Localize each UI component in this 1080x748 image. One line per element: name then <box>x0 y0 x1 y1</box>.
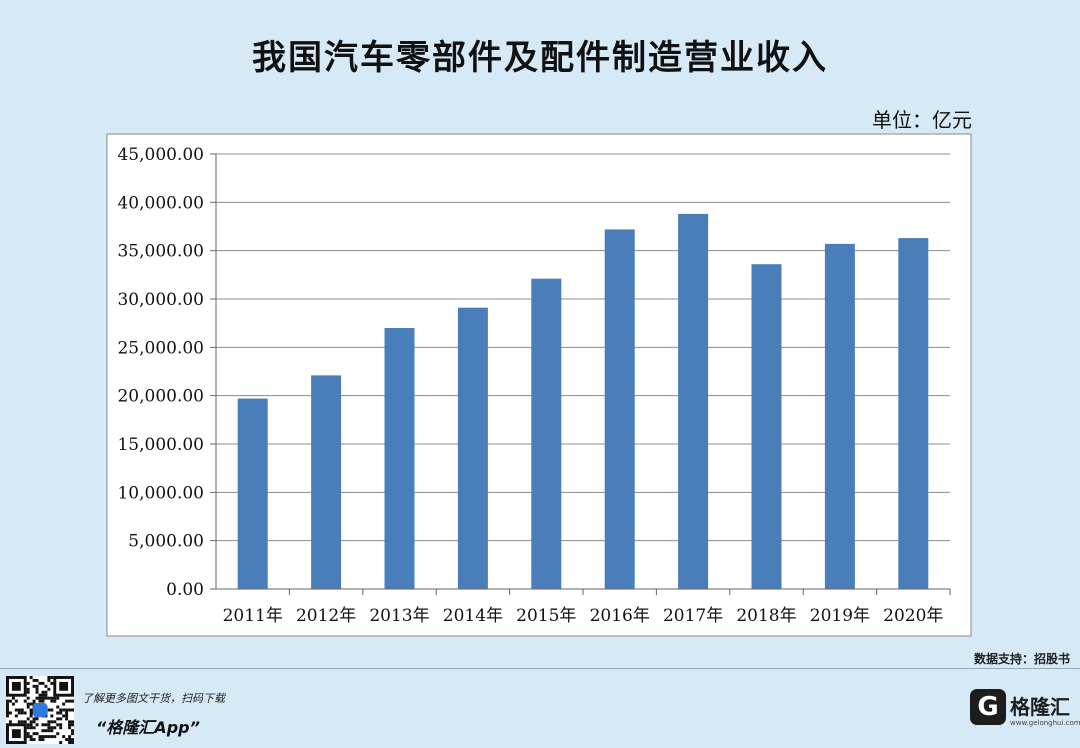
y-tick-label: 25,000.00 <box>117 338 204 358</box>
bars <box>237 213 929 589</box>
x-tick-label: 2018年 <box>736 606 796 626</box>
x-tick-label: 2019年 <box>810 606 870 626</box>
x-tick-label: 2016年 <box>590 606 650 626</box>
y-tick-label: 15,000.00 <box>117 435 204 455</box>
bar <box>824 243 855 589</box>
bar <box>457 307 488 589</box>
y-tick-label: 40,000.00 <box>117 193 204 213</box>
y-tick-label: 0.00 <box>166 580 204 600</box>
brand-name: 格隆汇 <box>1010 695 1070 719</box>
bar <box>751 264 782 589</box>
chart-title: 我国汽车零部件及配件制造营业收入 <box>252 38 828 78</box>
x-tick-label: 2012年 <box>296 606 356 626</box>
x-tick-label: 2015年 <box>516 606 576 626</box>
y-tick-label: 45,000.00 <box>117 145 204 165</box>
bar <box>311 375 342 589</box>
brand-logo: G 格隆汇 www.gelonghui.com <box>966 689 1080 741</box>
app-name: “格隆汇App” <box>96 718 200 737</box>
x-tick-label: 2011年 <box>223 606 283 626</box>
y-tick-label: 10,000.00 <box>117 483 204 503</box>
bar-chart: 0.00 5,000.00 10,000.00 15,000.00 20,000.00 2… <box>106 133 972 637</box>
brand-g-icon: G <box>970 689 1006 725</box>
bar <box>678 213 709 589</box>
footer-divider <box>0 668 1080 669</box>
bar <box>531 278 562 589</box>
x-tick-label: 2014年 <box>443 606 503 626</box>
unit-label: 单位：亿元 <box>872 108 972 132</box>
bar <box>384 328 415 589</box>
qr-code[interactable] <box>6 676 74 744</box>
y-tick-label: 30,000.00 <box>117 290 204 310</box>
x-tick-label: 2020年 <box>883 606 943 626</box>
source-note: 数据支持：招股书 <box>973 652 1070 666</box>
x-axis: 2011年 2012年 2013年 2014年 2015年 2016年 2017年 2018年… <box>216 588 951 626</box>
y-tick-label: 20,000.00 <box>117 387 204 407</box>
y-tick-label: 35,000.00 <box>117 242 204 262</box>
x-tick-label: 2013年 <box>369 606 429 626</box>
bar <box>237 398 268 589</box>
x-tick-label: 2017年 <box>663 606 723 626</box>
promo-text: 了解更多图文干货，扫码下载 <box>82 692 225 705</box>
bar <box>604 229 635 589</box>
y-axis: 0.00 5,000.00 10,000.00 15,000.00 20,000.00 2… <box>117 145 217 600</box>
brand-url: www.gelonghui.com <box>1010 719 1080 727</box>
bar <box>898 238 929 589</box>
y-tick-label: 5,000.00 <box>128 532 204 552</box>
